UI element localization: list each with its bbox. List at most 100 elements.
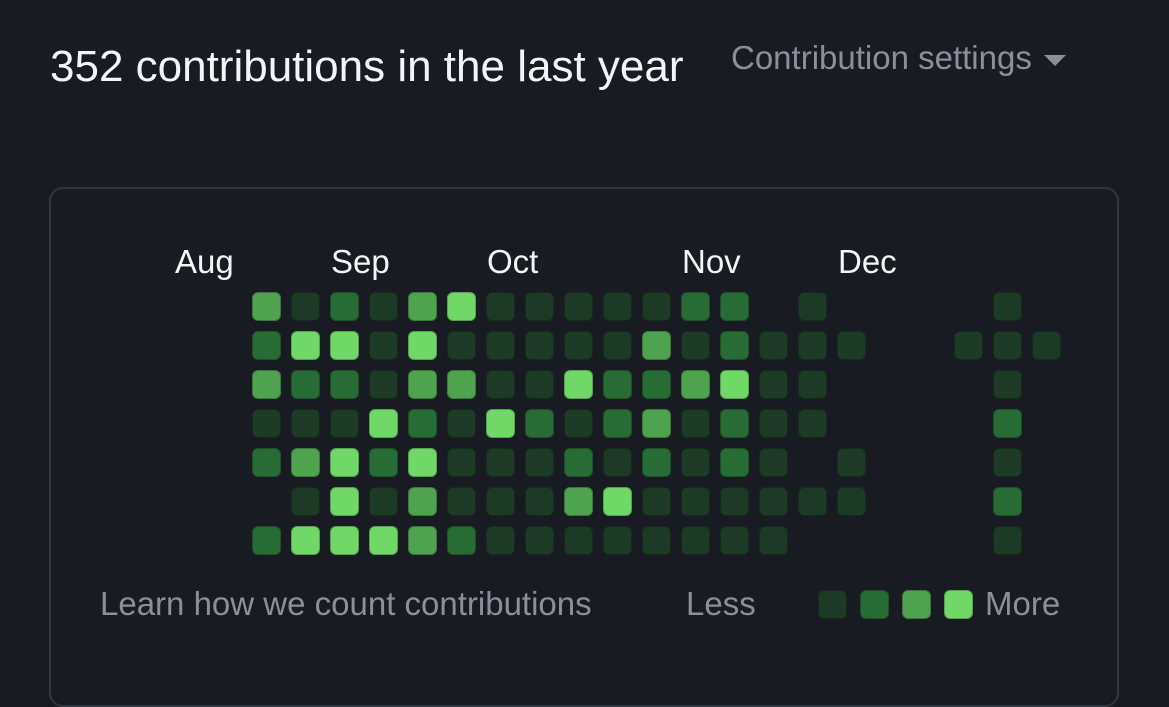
contribution-day-cell[interactable] xyxy=(993,370,1022,399)
contribution-day-cell[interactable] xyxy=(291,487,320,516)
contribution-day-cell[interactable] xyxy=(447,370,476,399)
contribution-day-cell[interactable] xyxy=(486,292,515,321)
contribution-day-cell[interactable] xyxy=(642,487,671,516)
contribution-day-cell[interactable] xyxy=(408,526,437,555)
contribution-day-cell[interactable] xyxy=(369,409,398,438)
contribution-day-cell[interactable] xyxy=(759,409,788,438)
contribution-day-cell[interactable] xyxy=(603,526,632,555)
contribution-day-cell[interactable] xyxy=(720,487,749,516)
contribution-day-cell[interactable] xyxy=(486,448,515,477)
contribution-day-cell[interactable] xyxy=(564,370,593,399)
contribution-day-cell[interactable] xyxy=(330,331,359,360)
contribution-day-cell[interactable] xyxy=(252,370,281,399)
contribution-day-cell[interactable] xyxy=(525,526,554,555)
contribution-day-cell[interactable] xyxy=(330,526,359,555)
contribution-day-cell[interactable] xyxy=(759,331,788,360)
contribution-day-cell[interactable] xyxy=(681,526,710,555)
contribution-day-cell[interactable] xyxy=(252,331,281,360)
contribution-day-cell[interactable] xyxy=(837,448,866,477)
contribution-day-cell[interactable] xyxy=(291,448,320,477)
contribution-day-cell[interactable] xyxy=(291,370,320,399)
contribution-day-cell[interactable] xyxy=(954,331,983,360)
contribution-day-cell[interactable] xyxy=(603,448,632,477)
contribution-day-cell[interactable] xyxy=(369,487,398,516)
contribution-day-cell[interactable] xyxy=(564,487,593,516)
contribution-day-cell[interactable] xyxy=(681,448,710,477)
contribution-day-cell[interactable] xyxy=(369,448,398,477)
contribution-day-cell[interactable] xyxy=(720,526,749,555)
contribution-day-cell[interactable] xyxy=(252,448,281,477)
contribution-day-cell[interactable] xyxy=(681,487,710,516)
contribution-day-cell[interactable] xyxy=(447,292,476,321)
contribution-day-cell[interactable] xyxy=(525,448,554,477)
contribution-day-cell[interactable] xyxy=(759,487,788,516)
contribution-day-cell[interactable] xyxy=(564,409,593,438)
contribution-day-cell[interactable] xyxy=(759,526,788,555)
contribution-day-cell[interactable] xyxy=(642,409,671,438)
contribution-settings-button[interactable]: Contribution settings xyxy=(731,38,1066,78)
contribution-day-cell[interactable] xyxy=(252,526,281,555)
contribution-day-cell[interactable] xyxy=(603,370,632,399)
contribution-day-cell[interactable] xyxy=(408,409,437,438)
contribution-day-cell[interactable] xyxy=(798,409,827,438)
contribution-day-cell[interactable] xyxy=(837,487,866,516)
contribution-day-cell[interactable] xyxy=(525,370,554,399)
contribution-day-cell[interactable] xyxy=(525,409,554,438)
contribution-day-cell[interactable] xyxy=(603,487,632,516)
contribution-day-cell[interactable] xyxy=(642,526,671,555)
contribution-day-cell[interactable] xyxy=(564,448,593,477)
contribution-day-cell[interactable] xyxy=(1032,331,1061,360)
contribution-day-cell[interactable] xyxy=(291,292,320,321)
contribution-day-cell[interactable] xyxy=(681,370,710,399)
contribution-day-cell[interactable] xyxy=(330,487,359,516)
contribution-day-cell[interactable] xyxy=(993,331,1022,360)
contribution-day-cell[interactable] xyxy=(525,292,554,321)
contribution-day-cell[interactable] xyxy=(408,331,437,360)
contribution-day-cell[interactable] xyxy=(447,526,476,555)
contribution-day-cell[interactable] xyxy=(720,292,749,321)
contribution-day-cell[interactable] xyxy=(798,370,827,399)
contribution-day-cell[interactable] xyxy=(447,331,476,360)
contribution-day-cell[interactable] xyxy=(642,370,671,399)
contribution-day-cell[interactable] xyxy=(447,409,476,438)
contribution-day-cell[interactable] xyxy=(408,448,437,477)
contribution-day-cell[interactable] xyxy=(330,370,359,399)
contribution-day-cell[interactable] xyxy=(525,487,554,516)
contribution-day-cell[interactable] xyxy=(993,292,1022,321)
contribution-day-cell[interactable] xyxy=(369,370,398,399)
contribution-day-cell[interactable] xyxy=(642,331,671,360)
contribution-day-cell[interactable] xyxy=(291,526,320,555)
contribution-day-cell[interactable] xyxy=(837,331,866,360)
contribution-day-cell[interactable] xyxy=(564,292,593,321)
contribution-day-cell[interactable] xyxy=(486,331,515,360)
contribution-day-cell[interactable] xyxy=(642,448,671,477)
contribution-day-cell[interactable] xyxy=(330,448,359,477)
contribution-day-cell[interactable] xyxy=(330,292,359,321)
contribution-day-cell[interactable] xyxy=(759,448,788,477)
contribution-day-cell[interactable] xyxy=(252,409,281,438)
contribution-day-cell[interactable] xyxy=(642,292,671,321)
contribution-day-cell[interactable] xyxy=(564,526,593,555)
contribution-day-cell[interactable] xyxy=(993,409,1022,438)
contribution-day-cell[interactable] xyxy=(603,292,632,321)
contribution-day-cell[interactable] xyxy=(447,487,476,516)
contribution-day-cell[interactable] xyxy=(486,526,515,555)
contribution-day-cell[interactable] xyxy=(252,292,281,321)
contribution-day-cell[interactable] xyxy=(993,448,1022,477)
contribution-day-cell[interactable] xyxy=(564,331,593,360)
contribution-day-cell[interactable] xyxy=(291,409,320,438)
contribution-day-cell[interactable] xyxy=(369,331,398,360)
learn-how-we-count-link[interactable]: Learn how we count contributions xyxy=(100,585,592,622)
contribution-day-cell[interactable] xyxy=(720,331,749,360)
contribution-day-cell[interactable] xyxy=(291,331,320,360)
contribution-day-cell[interactable] xyxy=(993,487,1022,516)
contribution-day-cell[interactable] xyxy=(408,292,437,321)
contribution-day-cell[interactable] xyxy=(720,370,749,399)
contribution-day-cell[interactable] xyxy=(330,409,359,438)
contribution-day-cell[interactable] xyxy=(603,331,632,360)
contribution-day-cell[interactable] xyxy=(993,526,1022,555)
contribution-day-cell[interactable] xyxy=(603,409,632,438)
contribution-day-cell[interactable] xyxy=(798,292,827,321)
contribution-day-cell[interactable] xyxy=(681,331,710,360)
contribution-day-cell[interactable] xyxy=(369,526,398,555)
